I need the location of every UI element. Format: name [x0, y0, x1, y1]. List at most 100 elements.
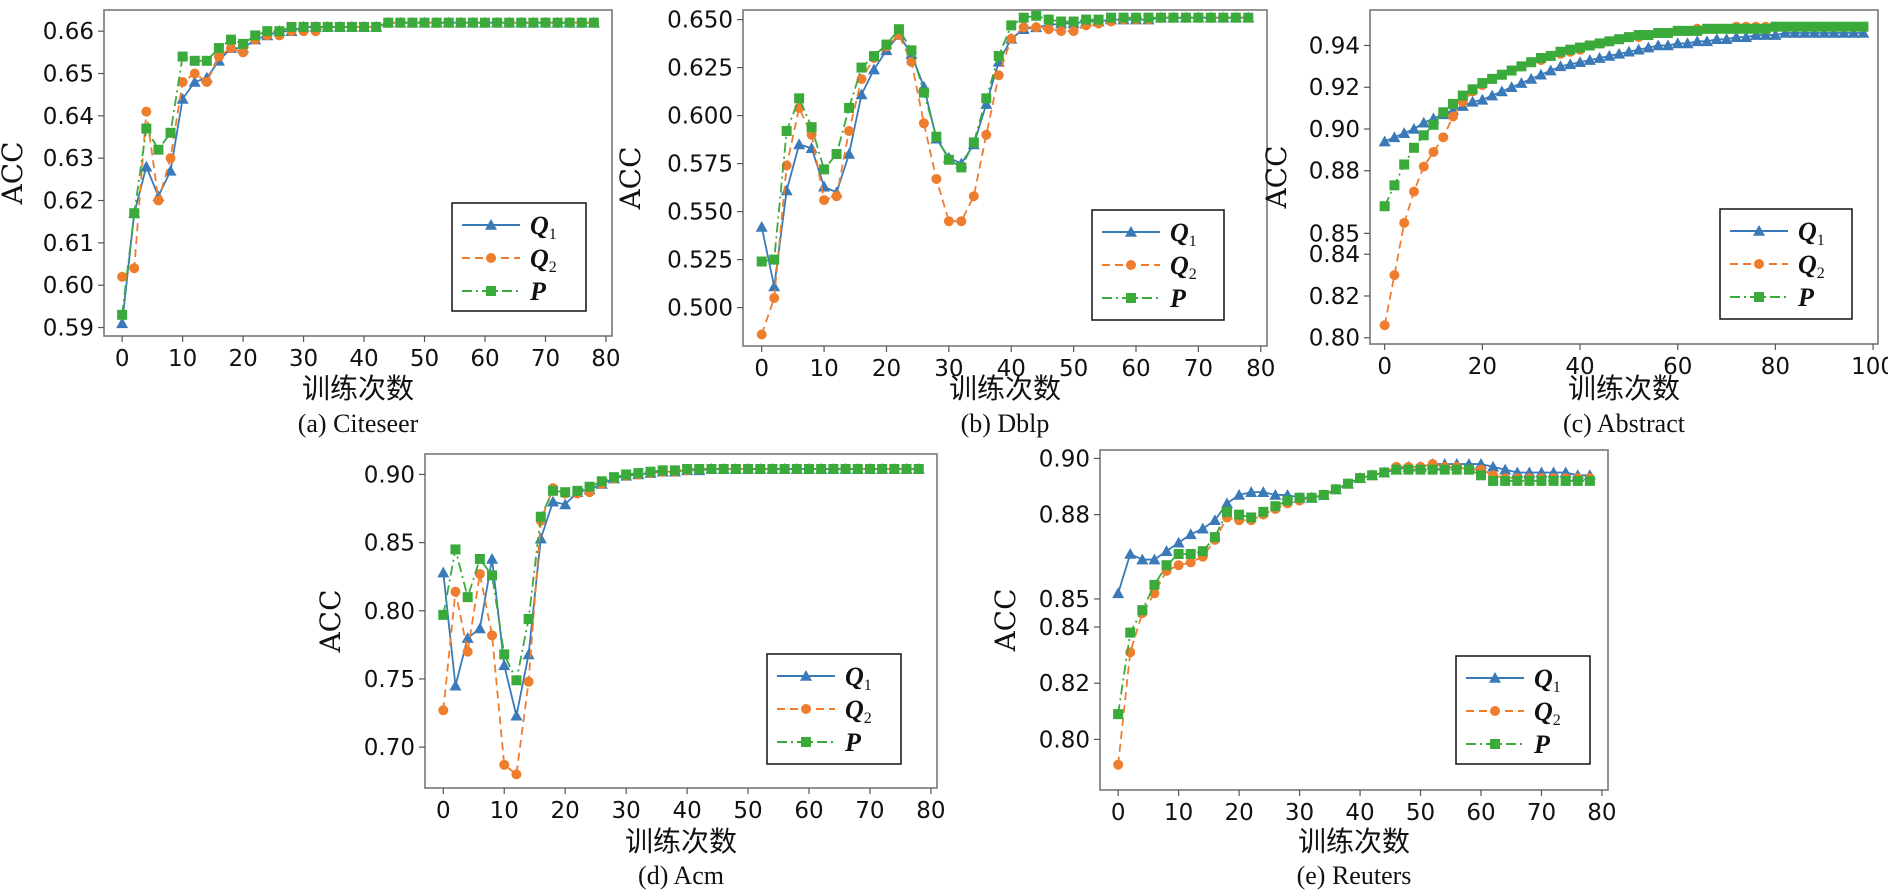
legend-label: P: [529, 277, 547, 306]
data-point: [1613, 47, 1626, 59]
data-point: [730, 463, 741, 474]
data-point: [523, 676, 534, 687]
data-point: [1403, 464, 1414, 475]
x-tick-label: 50: [1059, 356, 1088, 382]
data-point: [1160, 545, 1173, 556]
data-point: [1185, 557, 1196, 568]
x-tick-label: 60: [470, 346, 499, 372]
x-tick-label: 0: [436, 798, 451, 824]
data-point: [1487, 73, 1498, 84]
data-point: [828, 463, 839, 474]
data-point: [1205, 12, 1216, 23]
x-tick-label: 30: [934, 356, 963, 382]
data-point: [852, 463, 863, 474]
y-tick-label: 0.61: [43, 231, 94, 257]
data-point: [1730, 31, 1743, 42]
series-2: [117, 17, 599, 320]
data-point: [793, 138, 806, 150]
x-tick-label: 50: [410, 346, 439, 372]
legend-label-subscript: 2: [864, 710, 872, 727]
x-axis-label: 训练次数: [949, 372, 1061, 405]
data-point: [1148, 553, 1161, 565]
data-point: [450, 544, 461, 555]
data-point: [1172, 536, 1185, 548]
chart-caption: (b) Dblp: [961, 409, 1050, 438]
data-point: [572, 485, 583, 496]
data-point: [1081, 14, 1092, 25]
legend-marker: [485, 219, 497, 230]
data-point: [1306, 492, 1317, 503]
chart-panel-3: 0 10 20 30 40 50 60 70 80 0.70 0.75 0.80 0.85 0.90 训练次…: [314, 453, 946, 890]
legend-marker: [1126, 293, 1136, 303]
y-axis-label: ACC: [0, 141, 29, 205]
data-point: [1682, 25, 1693, 36]
data-point: [1721, 23, 1732, 34]
data-point: [633, 468, 644, 479]
data-point: [274, 26, 285, 37]
data-point: [1427, 464, 1438, 475]
data-point: [462, 646, 473, 657]
data-point: [1168, 12, 1179, 23]
data-point: [164, 164, 177, 176]
data-point: [1575, 42, 1586, 53]
data-point: [1113, 759, 1124, 770]
data-point: [492, 17, 503, 28]
data-point: [956, 216, 967, 227]
data-point: [359, 21, 370, 32]
data-point: [153, 144, 164, 155]
data-point: [1294, 492, 1305, 503]
data-point: [906, 45, 917, 56]
legend-marker: [486, 286, 496, 296]
data-point: [437, 566, 450, 578]
data-point: [117, 271, 128, 282]
data-point: [1218, 12, 1229, 23]
data-point: [1808, 26, 1821, 38]
data-point: [407, 17, 418, 28]
data-point: [1711, 23, 1722, 34]
data-point: [1564, 58, 1577, 70]
data-point: [877, 463, 888, 474]
data-point: [250, 30, 261, 41]
data-point: [993, 70, 1004, 81]
data-point: [1068, 16, 1079, 27]
data-point: [188, 75, 201, 87]
data-point: [756, 329, 767, 340]
y-tick-label: 0.88: [1309, 159, 1360, 185]
legend-marker: [801, 704, 811, 714]
y-tick-label: 0.85: [1039, 587, 1090, 613]
series-line: [442, 468, 919, 777]
data-point: [780, 184, 793, 196]
y-tick-label: 0.65: [43, 62, 94, 88]
data-point: [1457, 90, 1468, 101]
data-point: [1661, 39, 1674, 51]
data-point: [1093, 14, 1104, 25]
data-point: [1006, 20, 1017, 31]
x-tick-label: 70: [1527, 800, 1556, 826]
y-tick-label: 0.84: [1039, 615, 1090, 641]
data-point: [981, 93, 992, 104]
chart-caption: (d) Acm: [638, 861, 724, 890]
data-point: [1614, 34, 1625, 45]
data-point: [1342, 478, 1353, 489]
data-point: [1642, 41, 1655, 53]
data-point: [141, 106, 152, 117]
chart-caption: (e) Reuters: [1297, 861, 1412, 890]
data-point: [1243, 12, 1254, 23]
data-point: [1389, 180, 1400, 191]
data-point: [1112, 587, 1125, 599]
data-point: [819, 164, 830, 175]
data-point: [1233, 488, 1246, 500]
data-point: [1113, 709, 1124, 720]
data-point: [238, 38, 249, 49]
data-point: [1124, 547, 1137, 559]
x-tick-label: 60: [1466, 800, 1495, 826]
data-point: [889, 463, 900, 474]
data-point: [1750, 23, 1761, 34]
data-point: [621, 469, 632, 480]
data-point: [918, 87, 929, 98]
data-point: [1230, 12, 1241, 23]
x-tick-label: 40: [997, 356, 1026, 382]
